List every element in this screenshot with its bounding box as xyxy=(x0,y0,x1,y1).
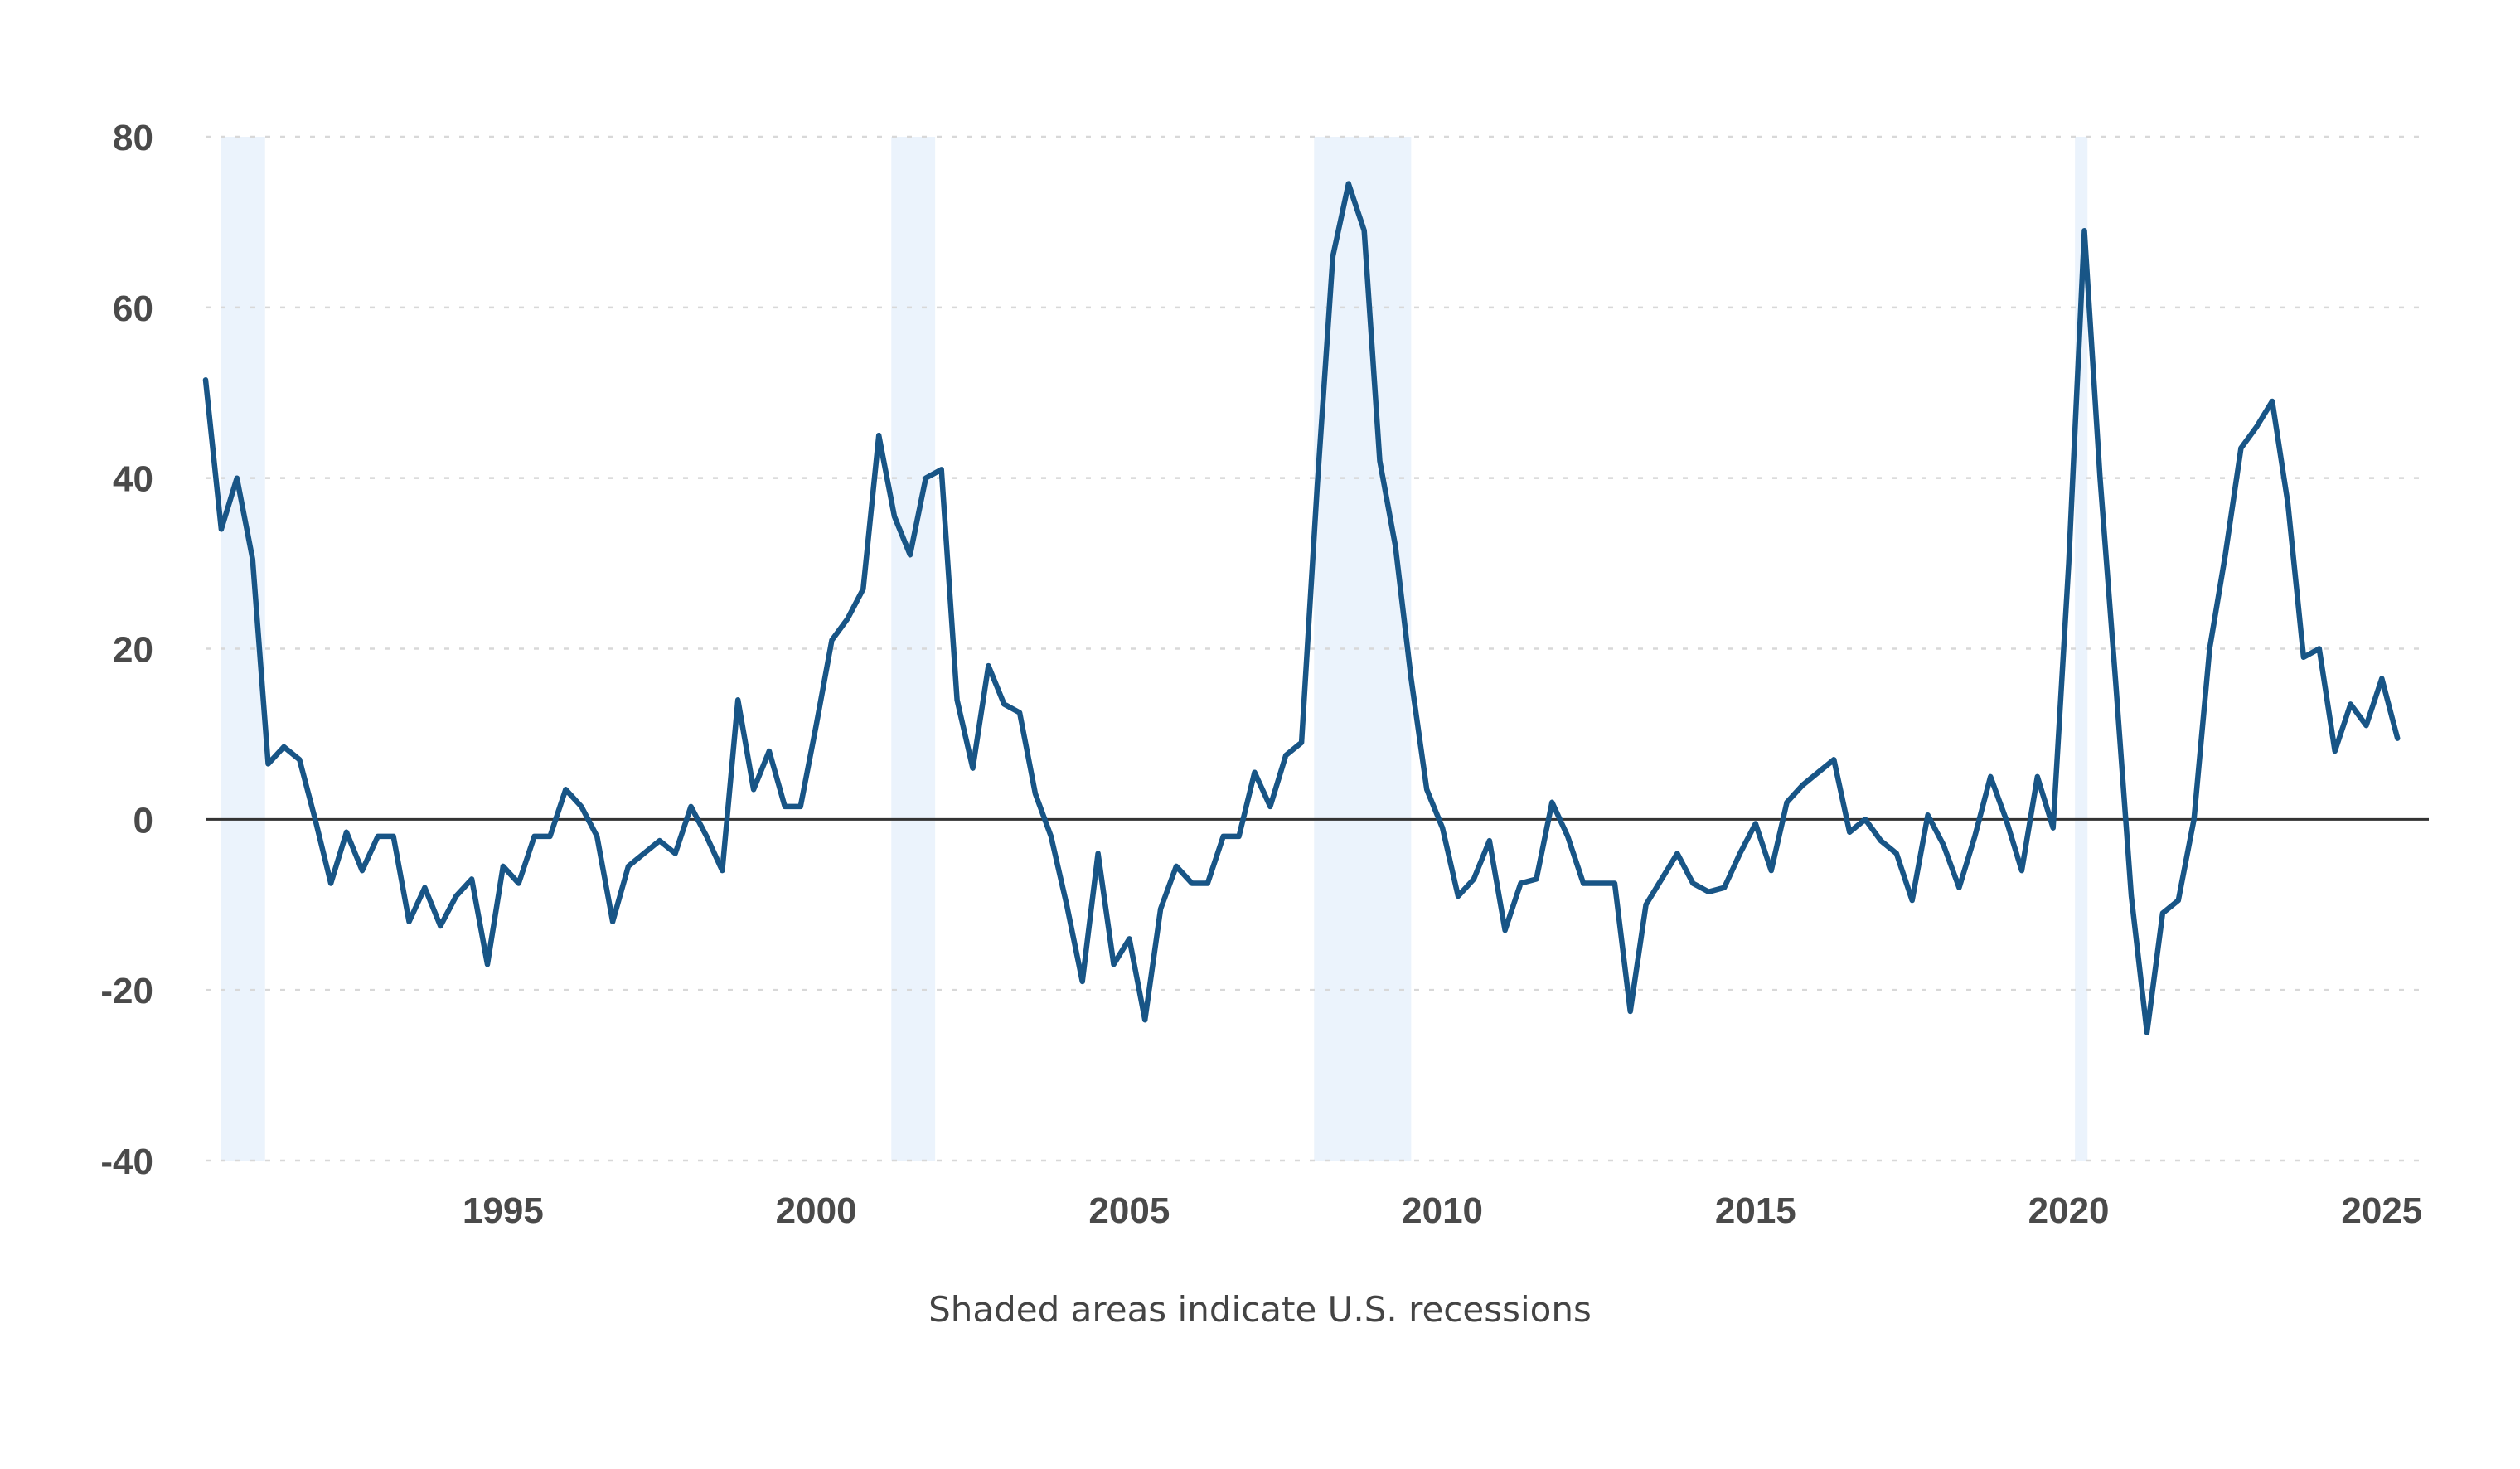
chart-caption: Shaded areas indicate U.S. recessions xyxy=(928,1289,1592,1330)
y-tick-label: 60 xyxy=(113,288,153,329)
x-tick-label: 2020 xyxy=(2028,1190,2110,1231)
series xyxy=(202,181,2401,1035)
y-tick-label: 20 xyxy=(113,630,153,671)
x-tick-label: 2025 xyxy=(2341,1190,2422,1231)
x-axis: 1995 2000 2005 2010 2015 2020 2025 xyxy=(463,1190,2422,1231)
y-tick-label: 40 xyxy=(113,459,153,500)
y-tick-label: 80 xyxy=(113,118,153,158)
y-tick-label: -20 xyxy=(100,971,153,1011)
y-tick-label: 0 xyxy=(133,800,153,841)
y-axis: 80 60 40 20 0 -20 -40 xyxy=(100,118,153,1182)
gridlines xyxy=(206,135,2429,1162)
recession-band-2 xyxy=(891,137,936,1161)
x-tick-label: 2015 xyxy=(1715,1190,1796,1231)
x-tick-label: 1995 xyxy=(463,1190,544,1231)
series-line-1 xyxy=(202,181,2401,1035)
x-tick-label: 2010 xyxy=(1402,1190,1483,1231)
y-tick-label: -40 xyxy=(100,1142,153,1182)
x-tick-label: 2000 xyxy=(776,1190,857,1231)
x-tick-label: 2005 xyxy=(1088,1190,1170,1231)
recession-shading xyxy=(220,137,2088,1161)
